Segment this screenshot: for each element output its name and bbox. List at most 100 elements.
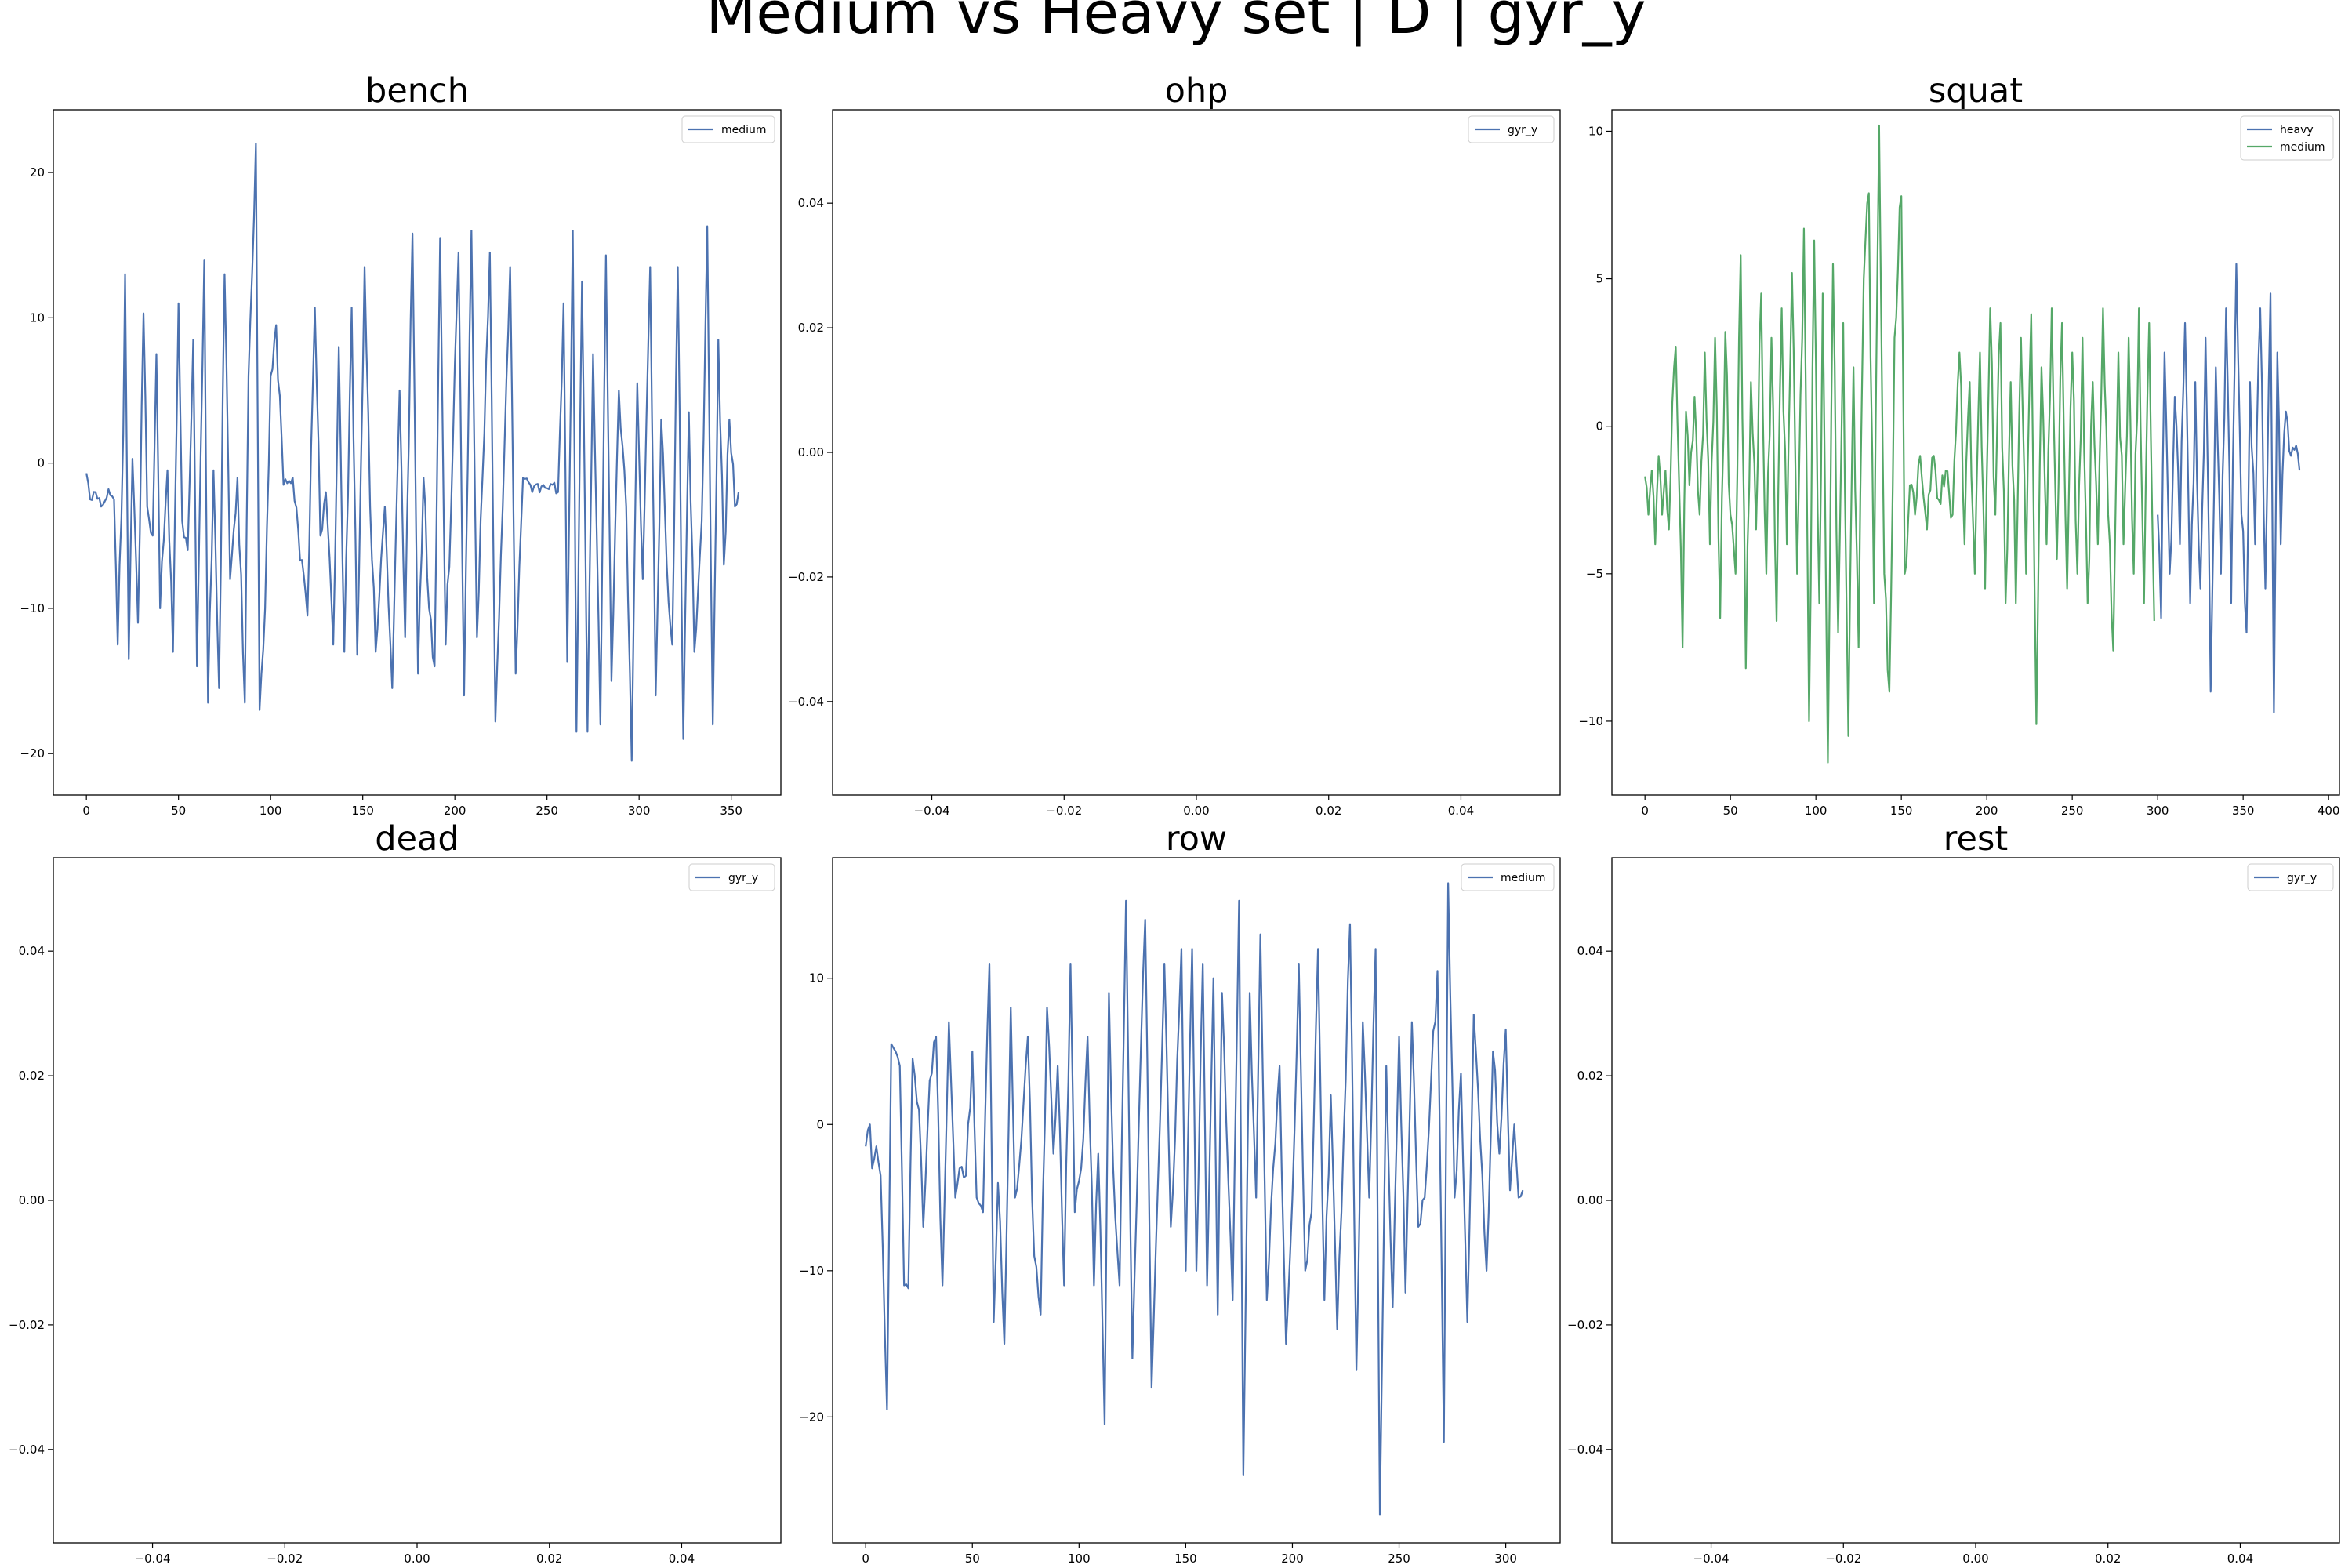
y-tick-label: 0 <box>37 456 45 470</box>
y-tick-label: 0 <box>816 1117 824 1131</box>
x-tick-label: 200 <box>444 804 466 818</box>
x-tick-label: 100 <box>260 804 282 818</box>
y-tick-label: −0.04 <box>1567 1443 1603 1457</box>
x-tick-label: −0.04 <box>1693 1552 1730 1566</box>
subplot-ohp: ohp −0.04 −0.02 0.00 0.02 0.04 −0.04 −0.02 0.00 0… <box>788 71 1561 818</box>
legend: heavy medium <box>2240 115 2334 161</box>
x-tick-label: 150 <box>351 804 374 818</box>
y-tick-label: 0.04 <box>798 196 824 210</box>
x-tick-label: −0.02 <box>1825 1552 1861 1566</box>
x-tick-label: 350 <box>2232 804 2255 818</box>
x-tick-label: 250 <box>535 804 558 818</box>
y-tick-label: 10 <box>30 310 45 325</box>
y-tick-label: −0.02 <box>9 1318 45 1332</box>
y-tick-label: −0.04 <box>788 695 824 709</box>
x-tick-label: 250 <box>1388 1552 1410 1566</box>
legend: medium <box>1461 863 1555 891</box>
subplot-title: ohp <box>1165 71 1229 111</box>
x-tick-label: 250 <box>2061 804 2084 818</box>
subplot-row: row 0 50 100 150 200 250 300 −20 −10 0 10 medium <box>799 819 1561 1566</box>
x-tick-label: 0 <box>1641 804 1649 818</box>
subplot-squat: squat 0 50 100 150 200 250 300 350 400 −10 −5 0 5 10 he… <box>1578 71 2340 818</box>
legend-frame <box>1468 115 1555 143</box>
x-tick-label: 100 <box>1068 1552 1091 1566</box>
x-tick-label: 400 <box>2318 804 2340 818</box>
x-tick-label: 0.02 <box>2095 1552 2121 1566</box>
x-tick-label: 50 <box>171 804 186 818</box>
x-tick-label: 0 <box>82 804 90 818</box>
y-tick-label: 0.02 <box>1577 1069 1603 1083</box>
x-tick-label: 0.04 <box>669 1552 695 1566</box>
y-tick-label: 20 <box>30 165 45 180</box>
legend-frame <box>688 863 775 891</box>
legend-label: medium <box>2280 141 2325 154</box>
legend-frame <box>2247 863 2334 891</box>
series-line-medium <box>85 142 740 762</box>
y-tick-label: −10 <box>1578 714 1603 728</box>
x-tick-label: 350 <box>720 804 742 818</box>
y-tick-label: −20 <box>20 746 45 760</box>
x-tick-label: 200 <box>1976 804 1998 818</box>
y-tick-label: 0.02 <box>19 1069 45 1083</box>
y-tick-label: 5 <box>1595 272 1603 286</box>
y-tick-label: −5 <box>1586 567 1603 581</box>
subplot-title: rest <box>1944 819 2008 858</box>
y-tick-label: 10 <box>1588 124 1603 138</box>
x-tick-label: 100 <box>1805 804 1828 818</box>
legend: medium <box>681 115 775 143</box>
x-tick-label: 300 <box>2147 804 2169 818</box>
x-tick-label: 0.00 <box>1183 804 1209 818</box>
y-tick-label: 0 <box>1595 419 1603 434</box>
legend-frame <box>681 115 775 143</box>
y-tick-label: 0.00 <box>798 445 824 459</box>
series-line-medium <box>1644 124 2155 764</box>
x-tick-label: 300 <box>628 804 651 818</box>
subplot-title: row <box>1166 819 1227 858</box>
legend: gyr_y <box>1468 115 1555 143</box>
legend-label: gyr_y <box>2287 872 2317 884</box>
x-tick-label: 50 <box>965 1552 980 1566</box>
series-line-heavy <box>2157 263 2301 713</box>
axes-frame <box>53 109 782 796</box>
axes-frame <box>832 857 1561 1544</box>
legend-label: gyr_y <box>728 872 758 884</box>
legend-frame <box>1461 863 1555 891</box>
y-tick-label: 0.04 <box>19 944 45 958</box>
legend-frame <box>2240 115 2334 161</box>
x-tick-label: −0.04 <box>135 1552 171 1566</box>
x-tick-label: −0.02 <box>267 1552 303 1566</box>
y-tick-label: 0.00 <box>19 1193 45 1207</box>
y-tick-label: 0.00 <box>1577 1193 1603 1207</box>
figure-title: Medium vs Heavy set | D | gyr_y <box>706 0 1646 47</box>
subplot-bench: bench 0 50 100 150 200 250 300 350 −20 −10 0 10 20 med… <box>20 71 782 818</box>
y-tick-label: −20 <box>799 1410 824 1424</box>
x-tick-label: 150 <box>1890 804 1913 818</box>
legend: gyr_y <box>688 863 775 891</box>
subplot-title: squat <box>1929 71 2023 111</box>
x-tick-label: 0.04 <box>2227 1552 2253 1566</box>
x-tick-label: −0.04 <box>914 804 950 818</box>
x-tick-label: 0.04 <box>1448 804 1474 818</box>
legend-label: medium <box>721 124 767 136</box>
subplot-title: bench <box>365 71 469 111</box>
legend: gyr_y <box>2247 863 2334 891</box>
y-tick-label: −10 <box>799 1264 824 1278</box>
x-tick-label: 0.00 <box>404 1552 430 1566</box>
x-tick-label: −0.02 <box>1046 804 1082 818</box>
axes-frame <box>1611 109 2340 796</box>
x-tick-label: 0.02 <box>536 1552 562 1566</box>
subplot-title: dead <box>375 819 459 858</box>
legend-label: medium <box>1501 872 1546 884</box>
legend-label: heavy <box>2280 124 2314 136</box>
x-tick-label: 0.00 <box>1962 1552 1988 1566</box>
x-tick-label: 300 <box>1494 1552 1517 1566</box>
subplot-rest: rest −0.04 −0.02 0.00 0.02 0.04 −0.04 −0.02 0.00… <box>1567 819 2340 1566</box>
y-tick-label: −0.02 <box>788 570 824 584</box>
y-tick-label: 10 <box>809 971 824 985</box>
x-tick-label: 150 <box>1174 1552 1197 1566</box>
x-tick-label: 200 <box>1281 1552 1304 1566</box>
y-tick-label: −10 <box>20 601 45 615</box>
y-tick-label: −0.02 <box>1567 1318 1603 1332</box>
